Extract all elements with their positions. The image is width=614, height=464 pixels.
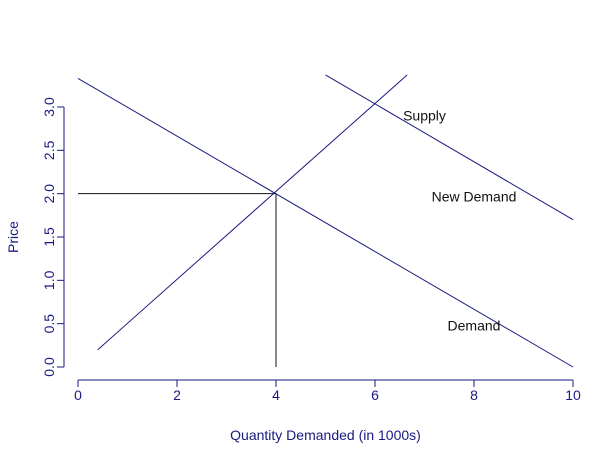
y-tick-label: 1.0 xyxy=(41,270,57,290)
y-tick-label: 3.0 xyxy=(41,97,57,117)
demand-annotation: Demand xyxy=(448,317,501,333)
x-tick-label: 8 xyxy=(470,387,478,403)
supply-annotation: Supply xyxy=(403,108,446,124)
reference-lines xyxy=(78,193,277,367)
x-axis-label: Quantity Demanded (in 1000s) xyxy=(230,427,421,443)
y-tick-label: 2.5 xyxy=(41,140,57,160)
x-tick-label: 4 xyxy=(272,387,280,403)
y-tick-label: 0.0 xyxy=(41,357,57,377)
x-tick-label: 0 xyxy=(74,387,82,403)
new-demand-annotation: New Demand xyxy=(432,188,517,204)
x-tick-label: 10 xyxy=(565,387,581,403)
supply-line xyxy=(97,74,408,351)
y-tick-label: 1.5 xyxy=(41,227,57,247)
x-tick-label: 2 xyxy=(173,387,181,403)
x-tick-label: 6 xyxy=(371,387,379,403)
annotations: Supply New Demand Demand xyxy=(403,108,516,334)
series-lines xyxy=(77,74,574,368)
axes: 0 2 4 6 8 10 0.0 0.5 1.0 1.5 2.0 2.5 3.0 xyxy=(41,97,581,403)
y-axis-label: Price xyxy=(5,221,21,253)
y-tick-label: 0.5 xyxy=(41,314,57,334)
new-demand-line xyxy=(325,74,574,221)
demand-line xyxy=(77,77,574,368)
y-tick-label: 2.0 xyxy=(41,184,57,204)
